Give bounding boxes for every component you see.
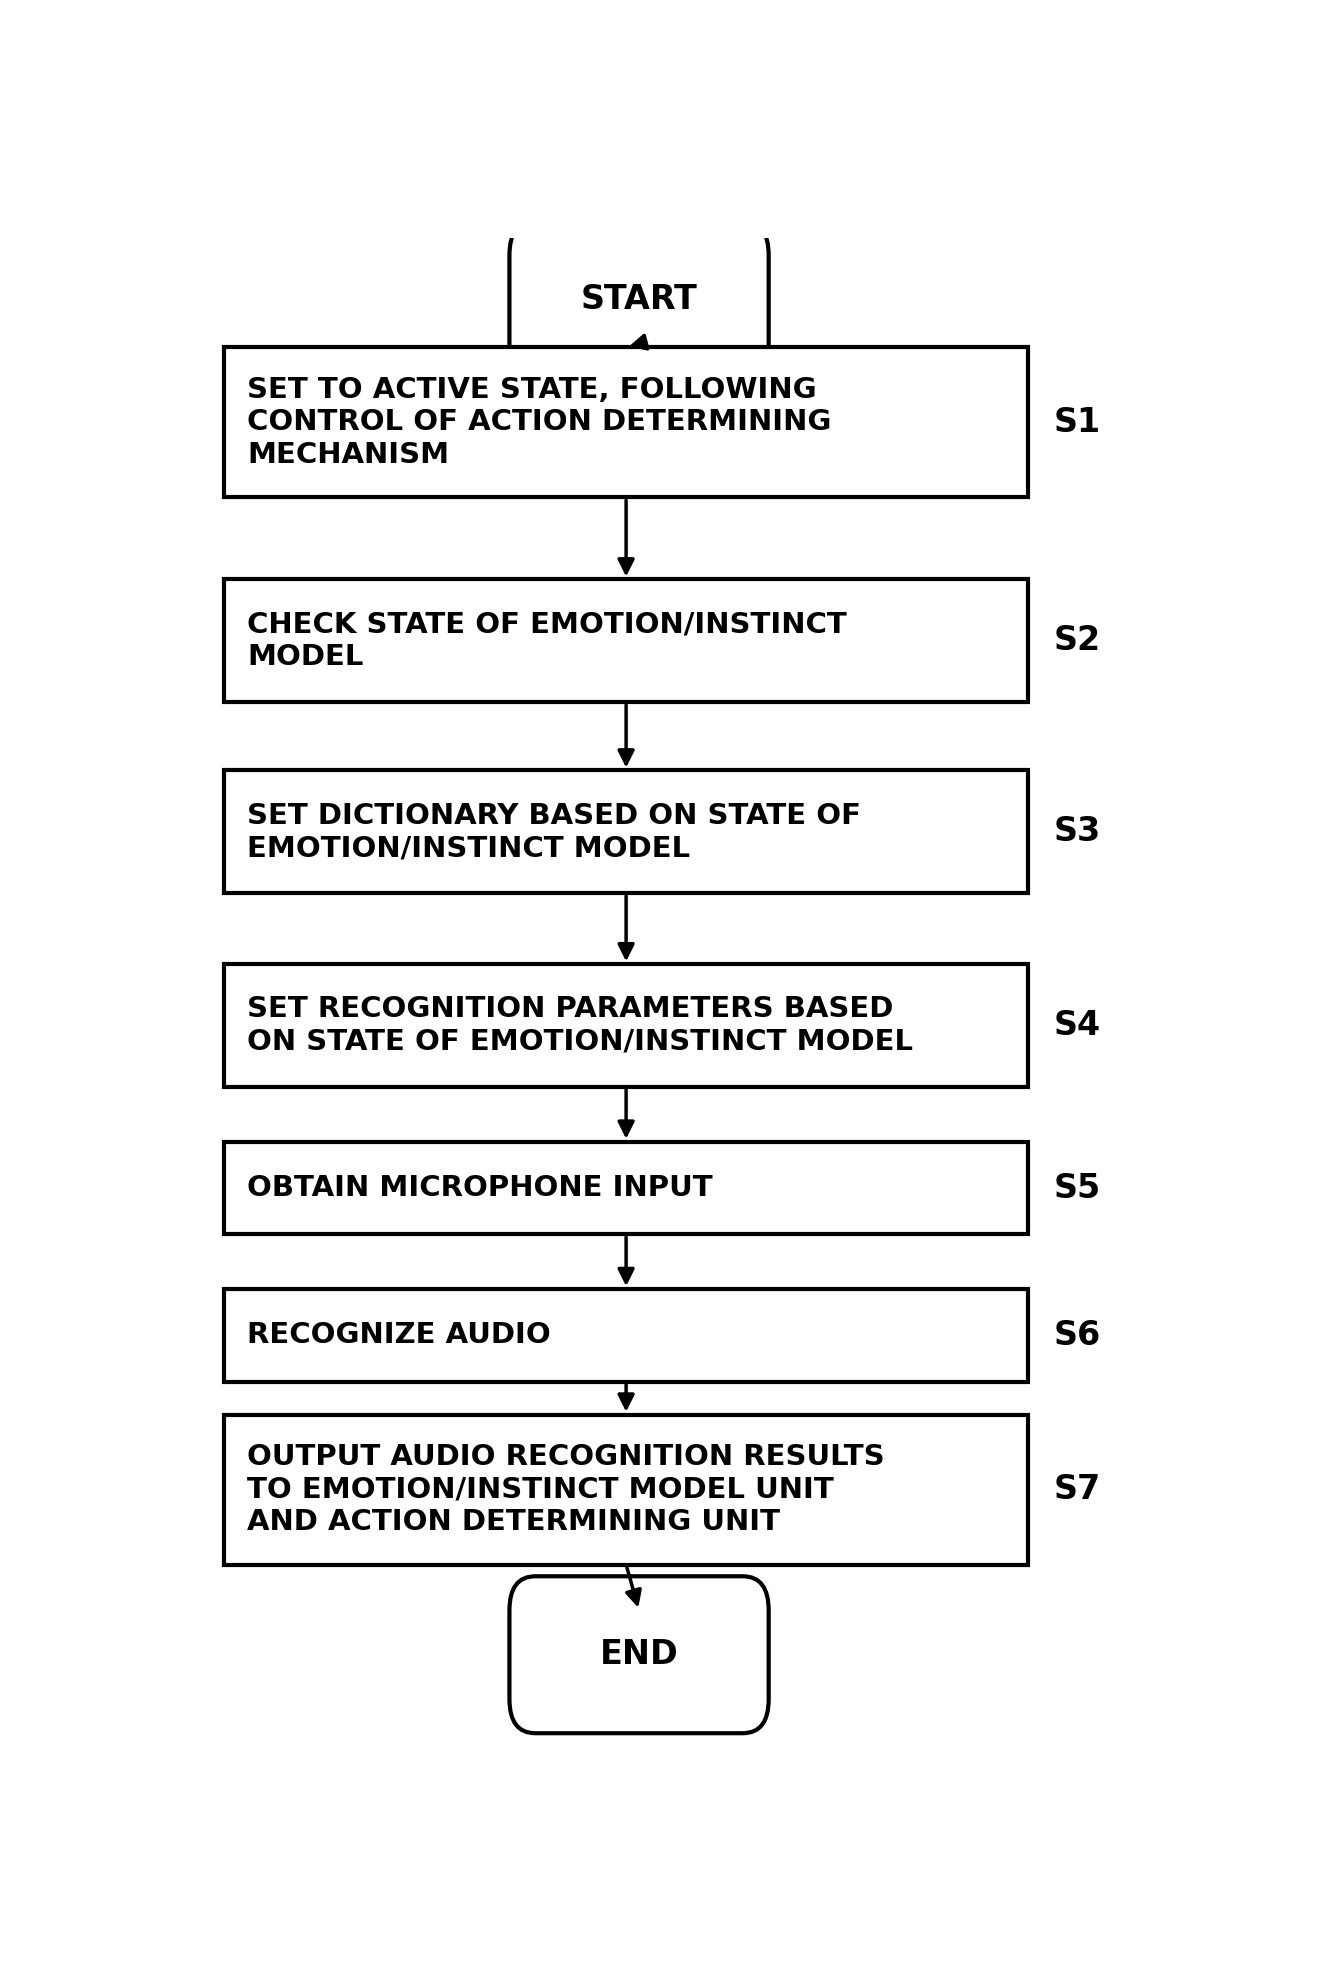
- Text: S2: S2: [1054, 625, 1101, 657]
- Text: S7: S7: [1054, 1473, 1101, 1507]
- Text: OBTAIN MICROPHONE INPUT: OBTAIN MICROPHONE INPUT: [248, 1173, 713, 1203]
- Text: S6: S6: [1054, 1318, 1101, 1352]
- Text: S1: S1: [1054, 407, 1101, 439]
- Text: SET DICTIONARY BASED ON STATE OF
EMOTION/INSTINCT MODEL: SET DICTIONARY BASED ON STATE OF EMOTION…: [248, 802, 862, 861]
- Text: END: END: [599, 1638, 678, 1671]
- Text: S5: S5: [1054, 1171, 1101, 1205]
- Bar: [225, 580, 1028, 703]
- FancyBboxPatch shape: [510, 1576, 768, 1733]
- Text: SET TO ACTIVE STATE, FOLLOWING
CONTROL OF ACTION DETERMINING
MECHANISM: SET TO ACTIVE STATE, FOLLOWING CONTROL O…: [248, 375, 831, 468]
- Bar: [225, 1288, 1028, 1382]
- Bar: [225, 1141, 1028, 1235]
- Text: S4: S4: [1054, 1008, 1101, 1042]
- Text: S3: S3: [1054, 816, 1101, 848]
- Bar: [225, 1415, 1028, 1564]
- Text: SET RECOGNITION PARAMETERS BASED
ON STATE OF EMOTION/INSTINCT MODEL: SET RECOGNITION PARAMETERS BASED ON STAT…: [248, 994, 913, 1056]
- Text: RECOGNIZE AUDIO: RECOGNIZE AUDIO: [248, 1322, 551, 1350]
- Text: OUTPUT AUDIO RECOGNITION RESULTS
TO EMOTION/INSTINCT MODEL UNIT
AND ACTION DETER: OUTPUT AUDIO RECOGNITION RESULTS TO EMOT…: [248, 1443, 884, 1536]
- Text: START: START: [581, 284, 697, 316]
- Bar: [225, 770, 1028, 893]
- FancyBboxPatch shape: [510, 220, 768, 377]
- Text: CHECK STATE OF EMOTION/INSTINCT
MODEL: CHECK STATE OF EMOTION/INSTINCT MODEL: [248, 611, 847, 671]
- Bar: [225, 347, 1028, 498]
- Bar: [225, 965, 1028, 1088]
